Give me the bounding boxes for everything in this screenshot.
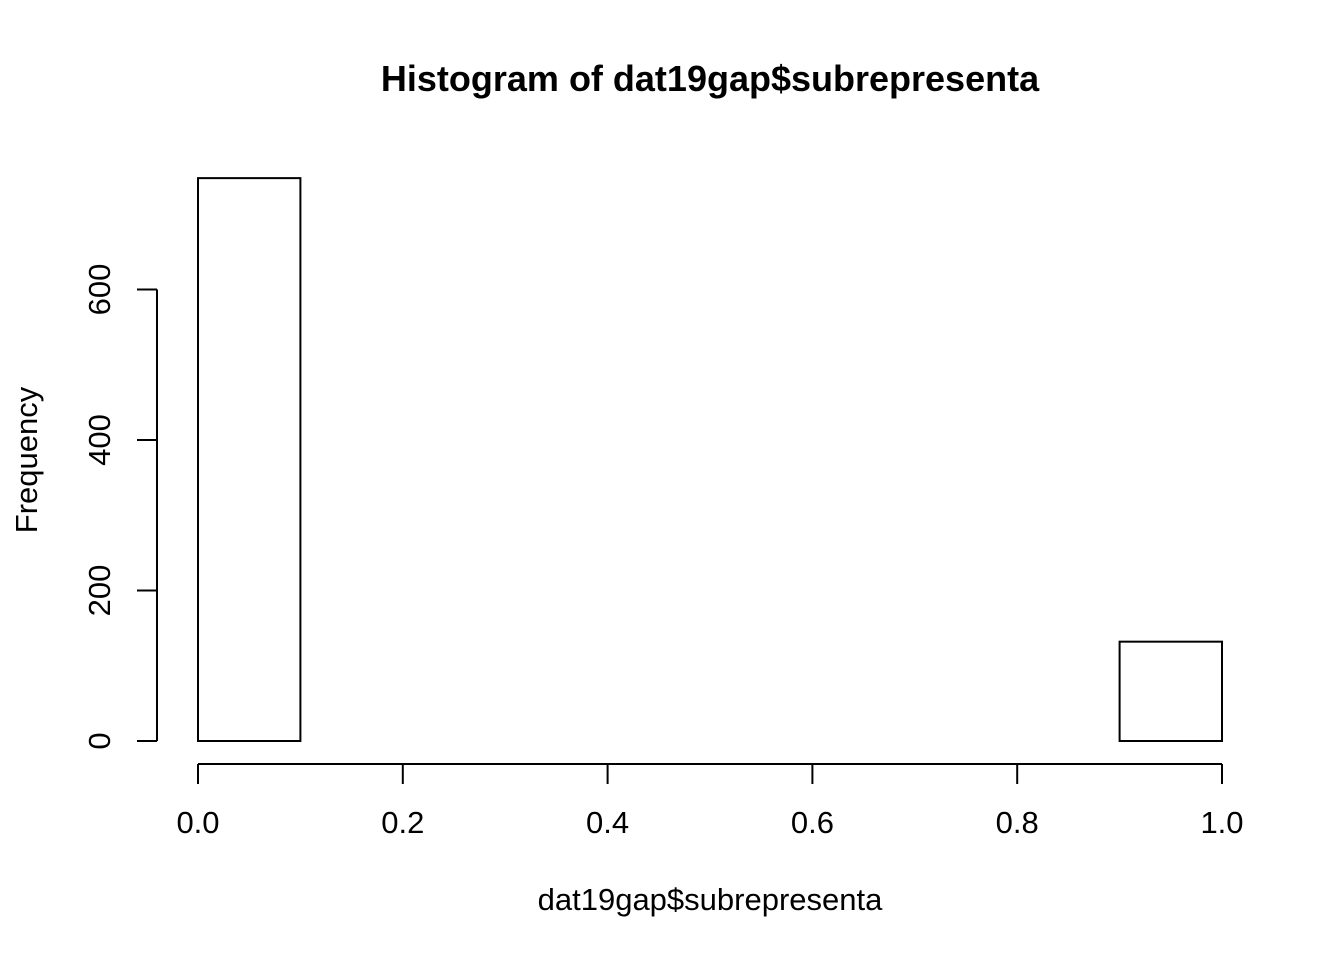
x-tick-label: 0.0 bbox=[176, 805, 219, 840]
y-axis: 0 200 400 600 bbox=[82, 264, 158, 750]
x-tick-label: 0.6 bbox=[791, 805, 834, 840]
y-axis-label: Frequency bbox=[9, 386, 44, 533]
y-tick-label: 200 bbox=[82, 565, 117, 617]
x-tick-label: 0.4 bbox=[586, 805, 629, 840]
y-tick-label: 0 bbox=[82, 732, 117, 749]
x-tick-label: 0.8 bbox=[996, 805, 1039, 840]
y-tick-label: 400 bbox=[82, 414, 117, 466]
bars-group bbox=[197, 177, 1223, 742]
y-tick-label: 600 bbox=[82, 264, 117, 316]
histogram-bar-9 bbox=[1118, 640, 1223, 742]
x-tick-label: 1.0 bbox=[1200, 805, 1243, 840]
x-tick-label: 0.2 bbox=[381, 805, 424, 840]
histogram-bar-0 bbox=[197, 177, 302, 742]
x-axis: 0.0 0.2 0.4 0.6 0.8 1.0 bbox=[176, 763, 1244, 840]
chart-title: Histogram of dat19gap$subrepresenta bbox=[381, 58, 1040, 99]
x-axis-label: dat19gap$subrepresenta bbox=[538, 882, 883, 917]
